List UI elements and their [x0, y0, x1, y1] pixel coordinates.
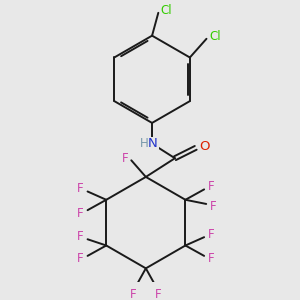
Text: F: F: [208, 253, 215, 266]
Text: O: O: [199, 140, 209, 153]
Text: F: F: [77, 207, 84, 220]
Text: F: F: [77, 230, 84, 243]
Text: F: F: [130, 288, 137, 300]
Text: F: F: [208, 228, 215, 241]
Text: F: F: [155, 288, 162, 300]
Text: F: F: [77, 182, 84, 195]
Text: H: H: [140, 137, 148, 150]
Text: N: N: [148, 137, 158, 150]
Text: Cl: Cl: [209, 30, 220, 43]
Text: F: F: [208, 180, 215, 193]
Text: F: F: [77, 253, 84, 266]
Text: Cl: Cl: [161, 4, 172, 17]
Text: F: F: [210, 200, 217, 212]
Text: F: F: [122, 152, 128, 165]
